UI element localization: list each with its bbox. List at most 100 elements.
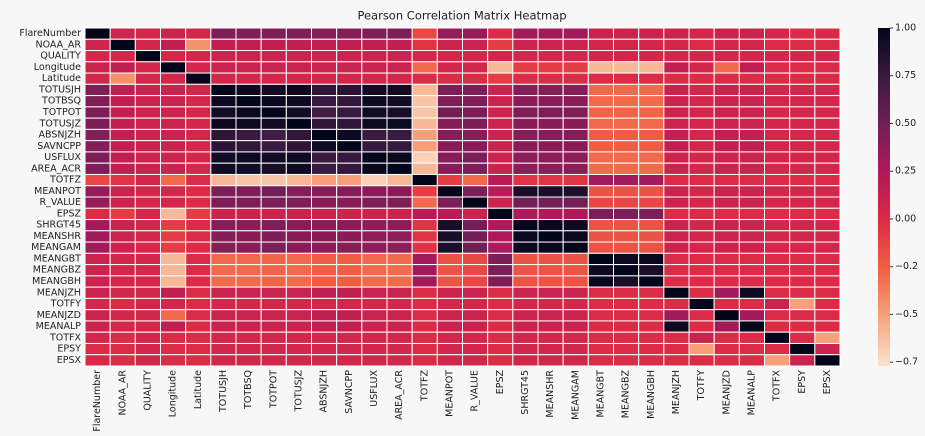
heatmap-cell [235, 117, 262, 130]
x-tick-label: MEANGAM [570, 370, 581, 420]
heatmap-cell [311, 61, 338, 74]
heatmap-cell [260, 128, 287, 142]
y-tick-label: QUALITY [40, 51, 81, 62]
heatmap-cell [134, 219, 161, 232]
heatmap-cell [411, 196, 438, 209]
heatmap-cell [185, 72, 212, 85]
heatmap-cell [436, 354, 464, 367]
heatmap-cell [462, 106, 489, 119]
heatmap-cell [436, 162, 464, 175]
heatmap-cell [260, 320, 287, 333]
heatmap-cell [386, 72, 413, 85]
heatmap-cell [386, 230, 413, 243]
heatmap-cell [235, 297, 262, 311]
heatmap-cell [688, 264, 715, 277]
heatmap-cell [587, 140, 614, 153]
heatmap-cell [210, 342, 237, 356]
heatmap-cell [688, 252, 715, 266]
heatmap-cell [613, 185, 640, 198]
heatmap-cell [512, 354, 539, 367]
heatmap-cell [638, 320, 665, 333]
heatmap-cell [210, 331, 237, 344]
heatmap-cell [311, 342, 338, 356]
heatmap-cell [713, 196, 740, 209]
heatmap-cell [789, 264, 816, 277]
heatmap-cell [411, 128, 438, 142]
heatmap-cell [210, 83, 237, 97]
x-tick-label: R_VALUE [470, 370, 481, 412]
heatmap-cell [562, 151, 589, 164]
heatmap-cell [411, 117, 438, 130]
heatmap-cell [587, 83, 614, 97]
heatmap-cell [160, 95, 187, 108]
heatmap-cell [738, 38, 765, 52]
heatmap-cell [311, 219, 338, 232]
heatmap-cell [235, 241, 262, 254]
y-tick-label: MEANJZD [37, 310, 81, 321]
heatmap-cell [235, 342, 262, 356]
heatmap-cell [285, 117, 313, 130]
heatmap-cell [109, 286, 136, 299]
heatmap-cell [638, 297, 665, 311]
heatmap-cell [361, 185, 388, 198]
heatmap-cell [84, 61, 111, 74]
x-tick-label: SHRGT45 [520, 370, 531, 415]
heatmap-cell [789, 185, 816, 198]
heatmap-cell [436, 61, 464, 74]
heatmap-cell [512, 264, 539, 277]
heatmap-cell [613, 342, 640, 356]
heatmap-cell [210, 117, 237, 130]
heatmap-cell [361, 72, 388, 85]
heatmap-cell [487, 264, 514, 277]
heatmap-cell [738, 207, 765, 221]
heatmap-cell [789, 275, 816, 288]
x-tick-label: NOAA_AR [117, 370, 128, 416]
heatmap-cell [285, 252, 313, 266]
heatmap-cell [386, 140, 413, 153]
heatmap-cell [361, 38, 388, 52]
heatmap-cell [537, 185, 564, 198]
heatmap-cell [487, 207, 514, 221]
heatmap-cell [537, 196, 564, 209]
heatmap-cell [411, 342, 438, 356]
heatmap-cell [84, 241, 111, 254]
heatmap-cell [361, 342, 388, 356]
heatmap-cell [185, 297, 212, 311]
heatmap-cell [738, 72, 765, 85]
heatmap-cell [663, 196, 690, 209]
heatmap-cell [512, 61, 539, 74]
heatmap-cell [512, 207, 539, 221]
y-tick-label: MEANJZH [37, 287, 81, 298]
heatmap-cell [210, 95, 237, 108]
heatmap-cell [361, 106, 388, 119]
x-tick-label: FlareNumber [92, 370, 103, 432]
heatmap-cell [814, 354, 841, 367]
heatmap-cell [688, 72, 715, 85]
heatmap-cell [84, 275, 111, 288]
heatmap-cell [311, 83, 338, 97]
heatmap-cell [160, 342, 187, 356]
heatmap-cell [537, 264, 564, 277]
heatmap-cell [663, 72, 690, 85]
heatmap-cell [537, 286, 564, 299]
heatmap-cell [436, 286, 464, 299]
x-tick-label: TOTFY [696, 370, 707, 402]
heatmap-cell [638, 27, 665, 40]
heatmap-cell [814, 286, 841, 299]
heatmap-cell [638, 173, 665, 187]
heatmap-cell [185, 83, 212, 97]
heatmap-cell [361, 95, 388, 108]
heatmap-cell [462, 354, 489, 367]
heatmap-cell [185, 241, 212, 254]
heatmap-cell [285, 95, 313, 108]
heatmap-cell [235, 162, 262, 175]
heatmap-cell [84, 72, 111, 85]
heatmap-cell [613, 50, 640, 63]
heatmap-cell [537, 320, 564, 333]
heatmap-cell [713, 309, 740, 322]
heatmap-cell [462, 207, 489, 221]
heatmap-cell [638, 83, 665, 97]
heatmap-cell [134, 185, 161, 198]
heatmap-cell [764, 128, 791, 142]
heatmap-cell [134, 95, 161, 108]
